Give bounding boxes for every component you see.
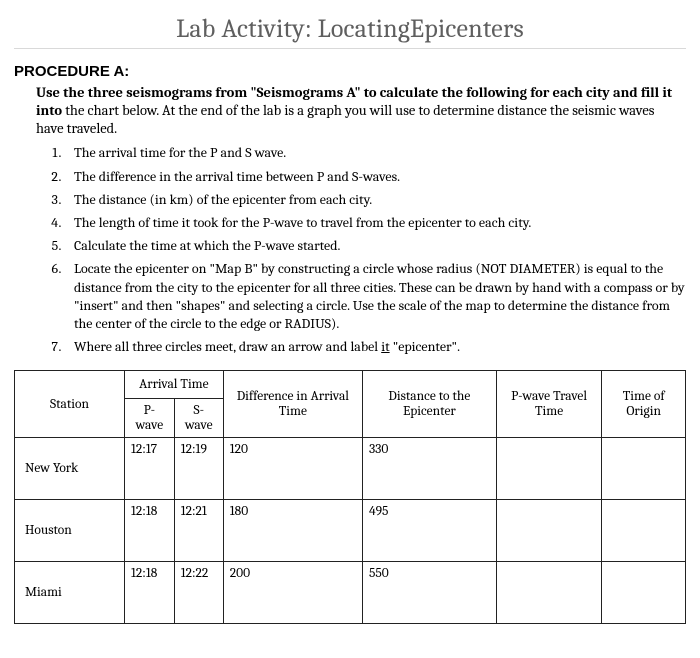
col-diff: Difference in Arrival Time (223, 371, 362, 438)
col-ptravel: P-wave Travel Time (496, 371, 602, 438)
cell-pwave: 12:18 (125, 562, 175, 624)
procedure-heading: PROCEDURE A: (14, 63, 686, 80)
col-arrival: Arrival Time (125, 371, 224, 399)
cell-pwave: 12:18 (125, 500, 175, 562)
cell-station: New York (15, 438, 125, 500)
step-5: Calculate the time at which the P-wave s… (64, 237, 686, 255)
cell-origin (602, 562, 686, 624)
cell-travel (496, 562, 602, 624)
cell-dist: 330 (362, 438, 496, 500)
cell-pwave: 12:17 (125, 438, 175, 500)
col-station: Station (15, 371, 125, 438)
step-7-text-b: "epicenter". (390, 338, 460, 355)
intro-paragraph: Use the three seismograms from "Seismogr… (36, 84, 684, 138)
procedure-steps: The arrival time for the P and S wave. T… (64, 144, 686, 356)
cell-travel (496, 438, 602, 500)
step-7-underline: it (381, 338, 389, 355)
cell-travel (496, 500, 602, 562)
cell-swave: 12:19 (174, 438, 223, 500)
step-7: Where all three circles meet, draw an ar… (64, 338, 686, 356)
col-dist: Distance to the Epicenter (362, 371, 496, 438)
col-swave: S-wave (174, 399, 223, 438)
cell-diff: 200 (223, 562, 362, 624)
page-title: Lab Activity: LocatingEpicenters (14, 14, 686, 44)
table-row: New York 12:17 12:19 120 330 (15, 438, 686, 500)
title-rule (14, 48, 686, 49)
table-row: Houston 12:18 12:21 180 495 (15, 500, 686, 562)
cell-dist: 495 (362, 500, 496, 562)
header-row-1: Station Arrival Time Difference in Arriv… (15, 371, 686, 399)
cell-diff: 180 (223, 500, 362, 562)
step-1: The arrival time for the P and S wave. (64, 144, 686, 162)
step-6: Locate the epicenter on "Map B" by const… (64, 260, 686, 333)
table-row: Miami 12:18 12:22 200 550 (15, 562, 686, 624)
cell-swave: 12:21 (174, 500, 223, 562)
cell-swave: 12:22 (174, 562, 223, 624)
col-pwave: P-wave (125, 399, 175, 438)
data-table: Station Arrival Time Difference in Arriv… (14, 370, 686, 624)
page: Lab Activity: LocatingEpicenters PROCEDU… (0, 0, 700, 644)
cell-origin (602, 500, 686, 562)
step-7-text-a: Where all three circles meet, draw an ar… (74, 338, 381, 355)
cell-station: Miami (15, 562, 125, 624)
cell-station: Houston (15, 500, 125, 562)
col-origin: Time of Origin (602, 371, 686, 438)
cell-diff: 120 (223, 438, 362, 500)
step-4: The length of time it took for the P-wav… (64, 214, 686, 232)
step-2: The difference in the arrival time betwe… (64, 168, 686, 186)
step-3: The distance (in km) of the epicenter fr… (64, 191, 686, 209)
cell-origin (602, 438, 686, 500)
intro-rest: the chart below. At the end of the lab i… (36, 102, 654, 137)
cell-dist: 550 (362, 562, 496, 624)
